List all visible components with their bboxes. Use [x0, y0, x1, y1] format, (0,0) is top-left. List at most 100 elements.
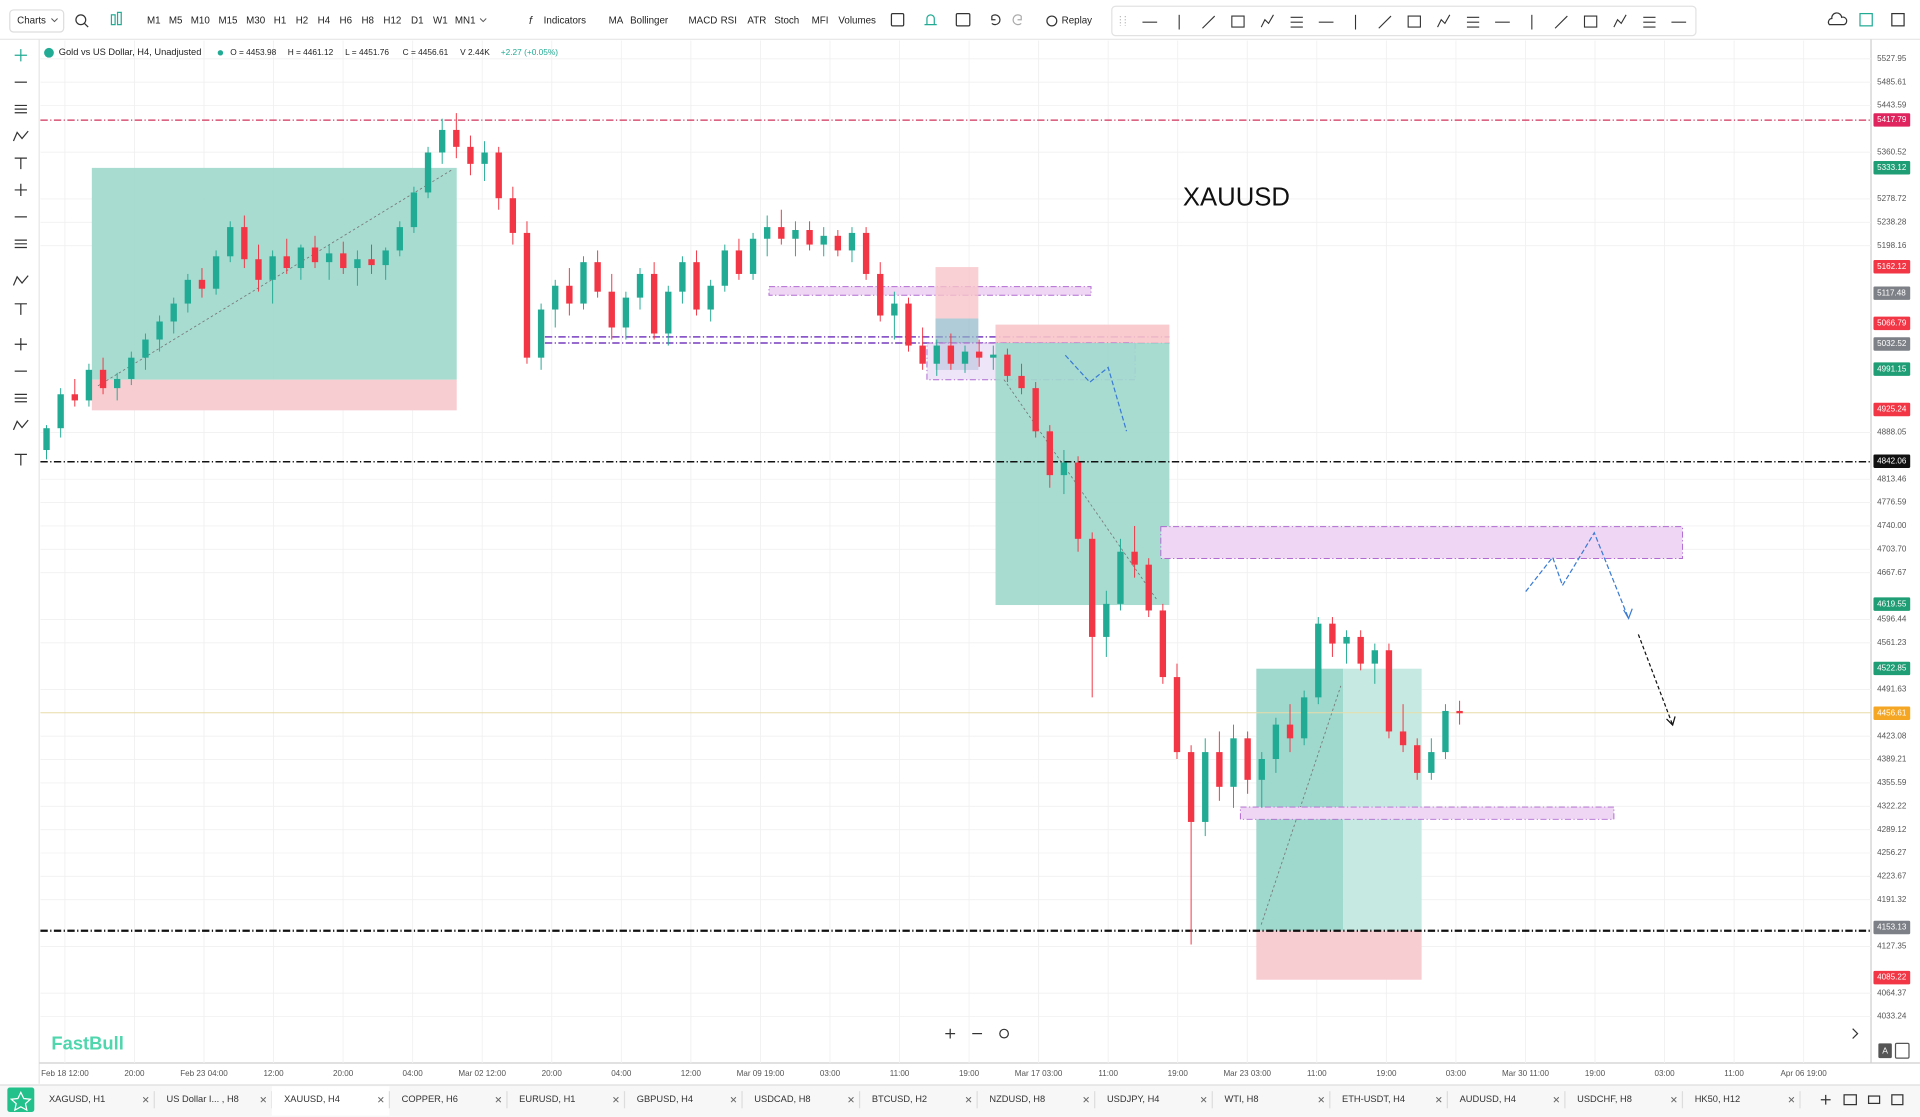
close-tab[interactable] — [1318, 1096, 1325, 1103]
timeframe-button[interactable]: H2 — [296, 16, 309, 27]
drawing-tool[interactable] — [1583, 15, 1598, 28]
timeframe-button[interactable]: H6 — [340, 16, 353, 27]
tool-button[interactable] — [14, 239, 27, 249]
menu-button[interactable] — [9, 9, 65, 33]
close-tab[interactable] — [848, 1096, 854, 1103]
indicator-button[interactable]: RSI — [721, 16, 737, 27]
indicator-button[interactable]: ATR — [747, 16, 766, 27]
drawing-tool[interactable] — [1613, 14, 1627, 28]
indicators-button[interactable]: Indicators — [544, 16, 587, 27]
tool-button[interactable] — [14, 393, 27, 403]
close-tab[interactable] — [965, 1096, 972, 1103]
symbol-tab[interactable]: EURUSD, H1 — [519, 1094, 575, 1104]
symbol-tab[interactable]: USDCHF, H8 — [1577, 1094, 1632, 1104]
timeframe-button[interactable]: H8 — [361, 16, 374, 27]
share-icon[interactable] — [1859, 12, 1873, 27]
close-tab[interactable] — [1435, 1096, 1442, 1103]
tool-button[interactable] — [14, 157, 27, 170]
symbol-tab[interactable]: USDCAD, H8 — [754, 1094, 810, 1104]
drawing-tool[interactable] — [1290, 16, 1303, 28]
indicator-button[interactable]: MFI — [812, 16, 829, 27]
expand-button[interactable] — [1891, 1094, 1904, 1106]
indicator-button[interactable]: MA — [609, 16, 624, 27]
drawing-tool[interactable] — [1378, 15, 1392, 29]
chart-type-icon[interactable] — [110, 14, 116, 26]
drawing-tool[interactable] — [1202, 15, 1216, 29]
drawing-tool[interactable] — [1643, 16, 1656, 28]
close-tab[interactable] — [378, 1096, 384, 1103]
timeframe-button[interactable]: H4 — [318, 16, 331, 27]
drawing-tool[interactable] — [1231, 15, 1245, 28]
symbol-tab[interactable]: XAUUSD, H4 — [284, 1094, 340, 1104]
drawing-tool[interactable] — [1260, 14, 1274, 28]
favorites-button[interactable] — [7, 1087, 35, 1112]
auto-scale[interactable] — [1878, 1043, 1892, 1059]
symbol-tab[interactable]: HK50, H12 — [1695, 1094, 1740, 1104]
minimize-button[interactable] — [1867, 1095, 1881, 1105]
drawing-tool[interactable] — [1466, 16, 1480, 28]
timeframe-button[interactable]: M15 — [218, 16, 238, 27]
undo-icon[interactable] — [991, 14, 1001, 26]
timeframe-button[interactable]: M1 — [147, 16, 161, 27]
timeframe-button[interactable]: M30 — [246, 16, 266, 27]
alert-icon[interactable] — [924, 14, 937, 26]
timeframe-button[interactable]: MN1 — [455, 16, 476, 27]
symbol-tab[interactable]: US Dollar I... , H8 — [167, 1094, 239, 1104]
indicator-button[interactable]: MACD — [689, 16, 718, 27]
symbol-tab[interactable]: AUDUSD, H4 — [1460, 1094, 1516, 1104]
symbol-tab[interactable]: ETH-USDT, H4 — [1342, 1094, 1405, 1104]
symbol-tab[interactable]: WTI, H8 — [1224, 1094, 1258, 1104]
symbol-tab[interactable]: BTCUSD, H2 — [872, 1094, 927, 1104]
drawing-tool[interactable] — [1437, 14, 1451, 28]
drawing-tool[interactable] — [1554, 15, 1568, 29]
scroll-right[interactable] — [1852, 1028, 1859, 1039]
tool-button[interactable] — [14, 453, 27, 466]
tool-button[interactable] — [14, 183, 27, 197]
timeframe-button[interactable]: D1 — [411, 16, 424, 27]
close-tab[interactable] — [613, 1096, 619, 1103]
tool-button[interactable] — [14, 49, 27, 62]
symbol-tab[interactable]: GBPUSD, H4 — [637, 1094, 693, 1104]
timeframe-button[interactable]: H1 — [274, 16, 287, 27]
indicator-button[interactable]: Volumes — [838, 16, 876, 27]
log-scale[interactable] — [1894, 1042, 1910, 1059]
tool-button[interactable] — [12, 419, 29, 431]
close-tab[interactable] — [730, 1096, 737, 1103]
symbol-tab[interactable]: COPPER, H6 — [402, 1094, 458, 1104]
tool-button[interactable] — [12, 275, 29, 286]
close-tab[interactable] — [1671, 1096, 1677, 1103]
indicator-button[interactable]: Bollinger — [630, 16, 669, 27]
tool-button[interactable] — [14, 338, 27, 351]
cloud-icon[interactable] — [1827, 12, 1848, 26]
menu-label[interactable]: Charts — [17, 16, 46, 27]
add-tab[interactable] — [1820, 1094, 1831, 1105]
symbol-tab[interactable]: USDJPY, H4 — [1107, 1094, 1160, 1104]
close-tab[interactable] — [1788, 1096, 1795, 1103]
search-icon[interactable] — [75, 14, 87, 26]
reset-zoom[interactable] — [999, 1028, 1009, 1039]
tool-button[interactable] — [12, 130, 29, 142]
timeframe-button[interactable]: W1 — [433, 16, 448, 27]
drawing-tool[interactable] — [1407, 15, 1421, 28]
layout-icon[interactable] — [890, 12, 905, 27]
indicator-button[interactable]: Stoch — [774, 16, 799, 27]
close-tab[interactable] — [1200, 1096, 1207, 1103]
redo-icon[interactable] — [1012, 14, 1022, 26]
tool-button[interactable] — [14, 104, 27, 114]
fullscreen-icon[interactable] — [1891, 12, 1905, 27]
close-tab[interactable] — [142, 1096, 149, 1103]
layout-button[interactable] — [1843, 1094, 1857, 1106]
calendar-icon[interactable] — [955, 12, 971, 27]
close-tab[interactable] — [260, 1096, 267, 1103]
replay-button[interactable]: Replay — [1062, 16, 1093, 27]
symbol-tab[interactable]: XAGUSD, H1 — [49, 1094, 105, 1104]
timeframe-button[interactable]: H12 — [383, 16, 401, 27]
timeframe-button[interactable]: M5 — [169, 16, 183, 27]
timeframe-button[interactable]: M10 — [191, 16, 211, 27]
tool-button[interactable] — [14, 303, 27, 315]
close-tab[interactable] — [1083, 1096, 1089, 1103]
symbol-tab[interactable]: NZDUSD, H8 — [989, 1094, 1045, 1104]
close-tab[interactable] — [495, 1096, 502, 1103]
close-tab[interactable] — [1553, 1096, 1560, 1103]
